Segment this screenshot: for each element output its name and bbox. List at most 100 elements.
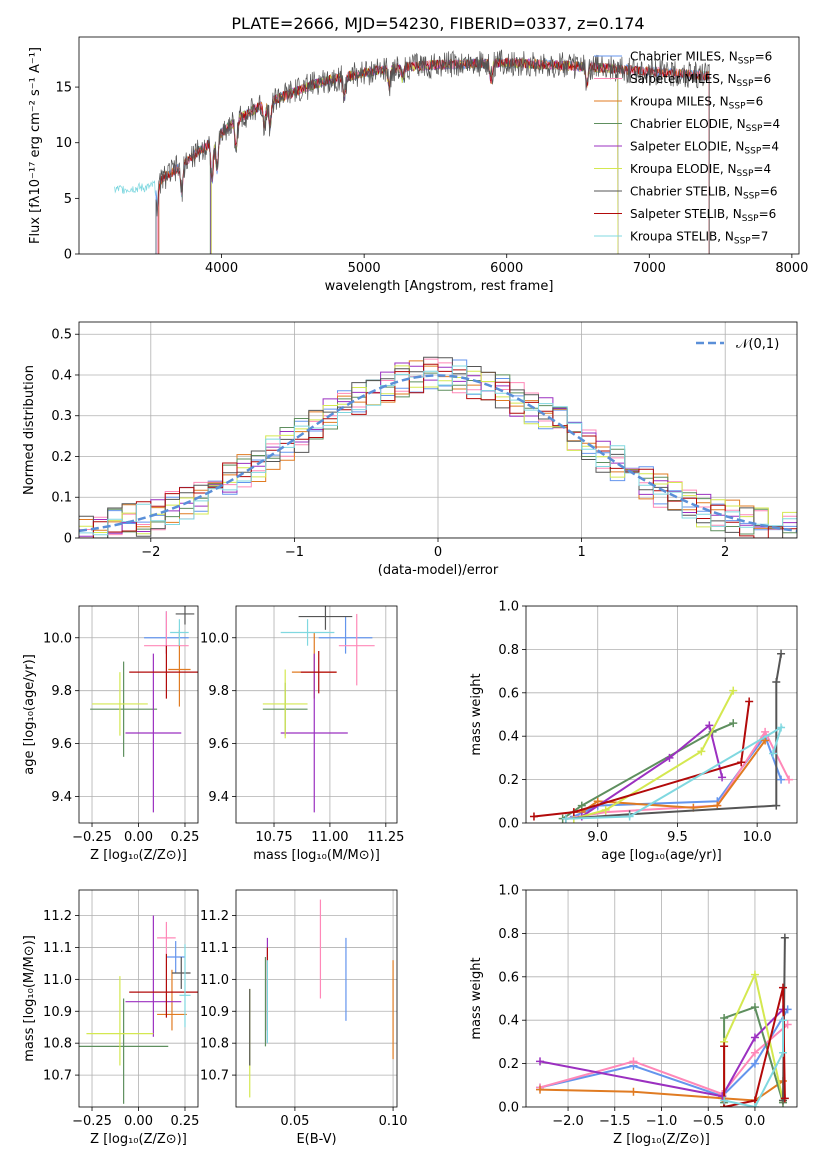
mass-weight-line-8 <box>723 1020 784 1107</box>
y-tick-label: 0.8 <box>498 643 519 658</box>
y-tick-label: 0.2 <box>51 450 72 465</box>
mass-weight-marker <box>536 1057 545 1066</box>
mass-weight-line-5 <box>573 690 735 820</box>
y-tick-label: 11.1 <box>43 941 72 956</box>
mass-weight-marker <box>625 812 634 821</box>
mw_vs_Z-plot-area <box>526 890 797 1107</box>
mass-weight-marker <box>783 1020 792 1029</box>
y-tick-label: 0.4 <box>498 1014 519 1029</box>
mass-weight-marker <box>720 1014 729 1023</box>
mass-weight-marker <box>750 970 759 979</box>
mass-weight-marker <box>778 983 787 992</box>
spectrum-legend: Chabrier MILES, NSSP=6 Salpeter MILES, NS… <box>594 50 780 247</box>
y-tick-label: 0 <box>64 532 72 547</box>
mass-weight-marker <box>750 1059 759 1068</box>
mass-weight-marker <box>629 1057 638 1066</box>
mw_vs_age-frame <box>525 605 798 824</box>
legend-entry: Chabrier MILES, NSSP=6 <box>630 50 772 67</box>
x-tick-label: 10.75 <box>255 830 292 845</box>
y-axis-label: Flux [fλ10⁻¹⁷ erg cm⁻² s⁻¹ A⁻¹] <box>28 47 43 244</box>
x-tick-label: 9.0 <box>587 830 608 845</box>
mass-weight-marker <box>629 1087 638 1096</box>
y-tick-label: 10.7 <box>200 1069 229 1084</box>
mass-weight-line-0 <box>539 1008 789 1098</box>
mass_vs_ebv-plot-area <box>236 890 397 1107</box>
mass-weight-marker <box>737 758 746 767</box>
mass-weight-marker <box>718 773 727 782</box>
histogram-7 <box>79 363 797 538</box>
spectrum-series-7 <box>158 57 710 254</box>
mass-weight-marker <box>778 1048 787 1057</box>
x-tick-label: 9.5 <box>667 830 688 845</box>
spectrum-series-3 <box>209 56 619 254</box>
spectrum-series-4 <box>210 58 619 254</box>
y-tick-label: 10.0 <box>200 631 229 646</box>
x-axis-label: Z [log₁₀(Z/Z⊙)] <box>90 1132 187 1147</box>
x-axis-label: wavelength [Angstrom, rest frame] <box>325 279 554 294</box>
mass-weight-marker <box>778 1016 787 1025</box>
x-tick-label: 0.10 <box>379 1114 408 1129</box>
mw_vs_age-panel: 9.0 9.5 10.0 0.0 0.2 0.4 0.6 0.8 1.0 age [log₁₀(a… <box>469 600 798 863</box>
y-axis-label: Normed distribution <box>22 365 37 495</box>
x-tick-label: −1 <box>285 545 304 560</box>
legend-entry: Salpeter STELIB, NSSP=6 <box>630 207 776 224</box>
mass-weight-marker <box>720 1042 729 1051</box>
y-tick-label: 15 <box>55 81 72 96</box>
histogram-6 <box>79 356 797 538</box>
x-tick-label: 7000 <box>633 261 666 276</box>
y-tick-label: 9.6 <box>51 737 72 752</box>
spectrum-panel: 4000 5000 6000 7000 8000 0 5 10 15 wavelength [An… <box>28 36 808 294</box>
y-tick-label: 9.6 <box>208 737 229 752</box>
x-tick-label: 1 <box>577 545 585 560</box>
age_vs_mass-panel: 10.75 11.00 11.25 9.4 9.6 9.8 10.0 mass [log₁₀(… <box>200 605 404 863</box>
x-tick-label: 4000 <box>205 261 238 276</box>
y-tick-label: 0.1 <box>51 491 72 506</box>
y-axis-label: mass [log₁₀(M/M⊙)] <box>22 935 37 1062</box>
mw_vs_Z-panel: −2.0 −1.5 −1.0 −0.5 0.0 0.0 0.2 0.4 0.6 0.8 1.0 Z [… <box>469 884 798 1147</box>
mass-weight-marker <box>577 801 586 810</box>
y-tick-label: 0.3 <box>51 409 72 424</box>
y-tick-label: 0.8 <box>498 927 519 942</box>
legend-entry: Chabrier ELODIE, NSSP=4 <box>630 117 780 134</box>
y-tick-label: 11.0 <box>200 973 229 988</box>
y-tick-label: 0.6 <box>498 686 519 701</box>
x-axis-label: E(B-V) <box>296 1132 336 1147</box>
y-tick-label: 10.8 <box>43 1037 72 1052</box>
mass-weight-marker <box>729 686 738 695</box>
x-tick-label: −2.0 <box>552 1114 584 1129</box>
y-tick-label: 1.0 <box>498 884 519 899</box>
x-tick-label: −0.5 <box>692 1114 724 1129</box>
residuals-panel: −2 −1 0 1 2 0 0.1 0.2 0.3 0.4 0.5 (data-model)/erro… <box>22 321 798 578</box>
legend-entry: Chabrier STELIB, NSSP=6 <box>630 185 778 202</box>
mass_vs_Z-plot-area <box>79 890 198 1107</box>
y-tick-label: 9.4 <box>208 790 229 805</box>
mass-weight-marker <box>750 1048 759 1057</box>
mass-weight-marker <box>750 1103 759 1107</box>
y-tick-label: 10.8 <box>200 1037 229 1052</box>
mass-weight-marker <box>529 812 538 821</box>
x-axis-label: Z [log₁₀(Z/Z⊙)] <box>613 1132 710 1147</box>
age_vs_mass-frame <box>235 605 398 824</box>
mass-weight-marker <box>745 697 754 706</box>
y-axis-label: mass weight <box>469 957 484 1039</box>
mass-weight-marker <box>697 747 706 756</box>
mass-weight-marker <box>769 749 778 758</box>
x-tick-label: −0.25 <box>72 1114 112 1129</box>
mass-weight-line-8 <box>565 725 783 820</box>
y-tick-label: 10.9 <box>200 1005 229 1020</box>
mass-weight-line-7 <box>533 701 751 818</box>
mass-weight-marker <box>561 814 570 823</box>
x-tick-label: −2 <box>141 545 160 560</box>
mass-weight-marker <box>772 677 781 686</box>
mass_vs_Z-frame <box>78 889 199 1108</box>
gaussian-curve <box>79 374 797 533</box>
x-tick-label: 5000 <box>348 261 381 276</box>
mass_vs_ebv-panel: 0.05 0.10 10.7 10.8 10.9 11.0 11.1 11.2 E(B-V) <box>200 889 408 1147</box>
residuals-frame <box>78 321 798 539</box>
mass-weight-marker <box>705 721 714 730</box>
mass-weight-marker <box>750 1003 759 1012</box>
y-tick-label: 0.5 <box>51 328 72 343</box>
mass_vs_Z-panel: −0.25 0.00 0.25 10.7 10.8 10.9 11.0 11.1 11.2 Z [… <box>22 889 199 1147</box>
mass-weight-marker <box>569 808 578 817</box>
